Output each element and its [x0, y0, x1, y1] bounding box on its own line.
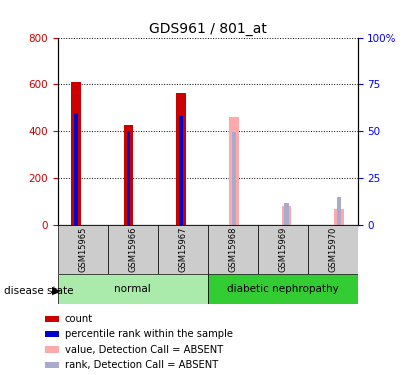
Bar [157, 225, 208, 274]
Text: GSM15968: GSM15968 [228, 226, 237, 272]
Text: disease state: disease state [4, 286, 74, 296]
Text: GSM15970: GSM15970 [328, 226, 337, 272]
Bar [45, 316, 59, 322]
Text: GSM15966: GSM15966 [128, 226, 137, 272]
Bar [335, 209, 344, 225]
Text: GSM15965: GSM15965 [78, 226, 87, 272]
Bar [124, 125, 133, 225]
Bar [58, 274, 208, 304]
Bar [176, 93, 186, 225]
Text: percentile rank within the sample: percentile rank within the sample [65, 329, 233, 339]
Bar [208, 274, 358, 304]
Bar [58, 225, 108, 274]
Bar [179, 116, 183, 225]
Bar [74, 112, 78, 225]
Bar [337, 197, 341, 225]
Bar [45, 331, 59, 338]
Bar [282, 206, 291, 225]
Bar [258, 225, 307, 274]
Title: GDS961 / 801_at: GDS961 / 801_at [149, 22, 266, 36]
Bar [208, 225, 258, 274]
Text: value, Detection Call = ABSENT: value, Detection Call = ABSENT [65, 345, 223, 355]
Text: normal: normal [114, 284, 151, 294]
Bar [108, 225, 157, 274]
Bar [232, 132, 236, 225]
Bar [284, 203, 289, 225]
Bar [71, 82, 81, 225]
Text: ▶: ▶ [52, 286, 61, 296]
Bar [45, 346, 59, 353]
Text: diabetic nephropathy: diabetic nephropathy [227, 284, 338, 294]
Bar [307, 225, 358, 274]
Bar [127, 131, 130, 225]
Bar [229, 117, 239, 225]
Text: GSM15967: GSM15967 [178, 226, 187, 272]
Text: count: count [65, 314, 93, 324]
Bar [45, 362, 59, 368]
Text: GSM15969: GSM15969 [278, 226, 287, 272]
Text: rank, Detection Call = ABSENT: rank, Detection Call = ABSENT [65, 360, 218, 370]
